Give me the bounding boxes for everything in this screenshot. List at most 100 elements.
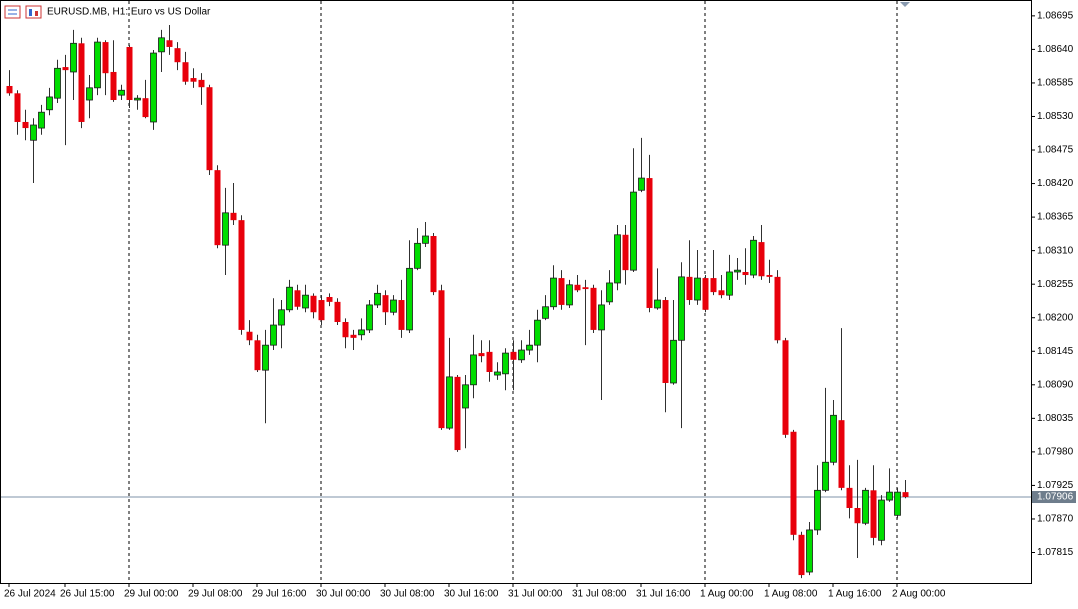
candle-body [198, 79, 205, 88]
y-tick-label: 1.07870 [1037, 514, 1074, 525]
candle-body [894, 491, 901, 516]
candle-body [302, 294, 309, 309]
plot-frame [0, 0, 1032, 584]
candle-body [854, 507, 861, 524]
candle-body [366, 304, 373, 331]
chart-title: EURUSD.MB, H1: Euro vs US Dollar [47, 7, 211, 18]
y-tick-label: 1.08530 [1037, 111, 1074, 122]
candle-body [654, 299, 661, 309]
candle-body [702, 278, 709, 310]
candle-body [862, 489, 869, 524]
candle-body [630, 191, 637, 271]
candle-body [550, 277, 557, 308]
candle-body [582, 287, 589, 290]
x-tick-label: 31 Jul 16:00 [636, 589, 691, 600]
title-icons [4, 5, 42, 19]
shift-marker[interactable] [900, 2, 910, 7]
candle-body [806, 529, 813, 573]
candle-body [878, 499, 885, 541]
x-tick-label: 2 Aug 00:00 [892, 589, 946, 600]
y-tick-label: 1.08200 [1037, 312, 1074, 323]
icon-bar [29, 9, 32, 16]
y-tick-label: 1.08695 [1037, 10, 1074, 21]
bid-label: 1.07906 [1037, 492, 1074, 503]
candle-body [822, 461, 829, 491]
candle-body [838, 420, 845, 488]
x-tick-label: 31 Jul 00:00 [508, 589, 563, 600]
candle-body [774, 276, 781, 341]
candle-body [342, 321, 349, 338]
candle-body [742, 271, 749, 276]
candle-body [286, 286, 293, 311]
x-tick-label: 26 Jul 15:00 [60, 589, 115, 600]
candle-body [486, 351, 493, 372]
y-tick-label: 1.08035 [1037, 413, 1074, 424]
candle-body [406, 267, 413, 331]
candle-body [846, 487, 853, 508]
candle-body [598, 304, 605, 331]
candle-body [310, 295, 317, 313]
candle-body [478, 353, 485, 357]
y-tick-label: 1.08145 [1037, 346, 1074, 357]
y-tick-label: 1.07925 [1037, 480, 1074, 491]
candle-body [214, 170, 221, 246]
y-tick-label: 1.08090 [1037, 379, 1074, 390]
candle-body [526, 344, 533, 351]
x-tick-label: 1 Aug 16:00 [828, 589, 882, 600]
candle-body [782, 340, 789, 435]
candle-body [766, 275, 773, 277]
candle-body [830, 414, 837, 463]
candle-body [454, 376, 461, 451]
candle-body [6, 85, 13, 94]
candle-body [638, 177, 645, 191]
candle-body [606, 282, 613, 303]
candle-body [62, 67, 69, 71]
candle-body [542, 306, 549, 319]
candle-body [502, 352, 509, 375]
y-tick-label: 1.08640 [1037, 44, 1074, 55]
x-tick-label: 1 Aug 00:00 [700, 589, 754, 600]
y-tick-label: 1.08585 [1037, 78, 1074, 89]
candle-body [390, 299, 397, 313]
candle-body [886, 491, 893, 501]
candle-body [278, 309, 285, 326]
candle-body [334, 301, 341, 322]
candle-body [590, 287, 597, 330]
candle-body [78, 43, 85, 122]
candle-body [270, 324, 277, 346]
candle-body [182, 62, 189, 82]
candle-body [54, 67, 61, 99]
candle-body [694, 277, 701, 301]
icon-chart[interactable] [25, 5, 42, 19]
plot-layer [0, 1, 1031, 583]
candle-body [678, 276, 685, 341]
candle-body [470, 354, 477, 386]
candle-body [902, 492, 909, 498]
candle-body [870, 490, 877, 538]
icon-list[interactable] [4, 5, 21, 19]
candle-body [150, 52, 157, 123]
icon-bar [35, 11, 38, 16]
candle-body [430, 236, 437, 293]
candle-body [70, 42, 77, 73]
candle-body [326, 296, 333, 302]
y-tick-label: 1.08420 [1037, 178, 1074, 189]
candle-body [142, 98, 149, 118]
candle-body [86, 87, 93, 101]
candle-body [118, 89, 125, 96]
candle-body [462, 384, 469, 409]
y-tick-label: 1.08310 [1037, 245, 1074, 256]
x-tick-label: 30 Jul 00:00 [316, 589, 371, 600]
candle-body [518, 349, 525, 361]
x-tick-label: 26 Jul 2024 [4, 589, 56, 600]
candle-body [350, 334, 357, 338]
candle-body [246, 331, 253, 341]
x-tick-label: 1 Aug 08:00 [764, 589, 818, 600]
candle-body [174, 48, 181, 63]
candle-body [38, 111, 45, 129]
x-tick-label: 29 Jul 08:00 [188, 589, 243, 600]
candle-body [294, 290, 301, 307]
